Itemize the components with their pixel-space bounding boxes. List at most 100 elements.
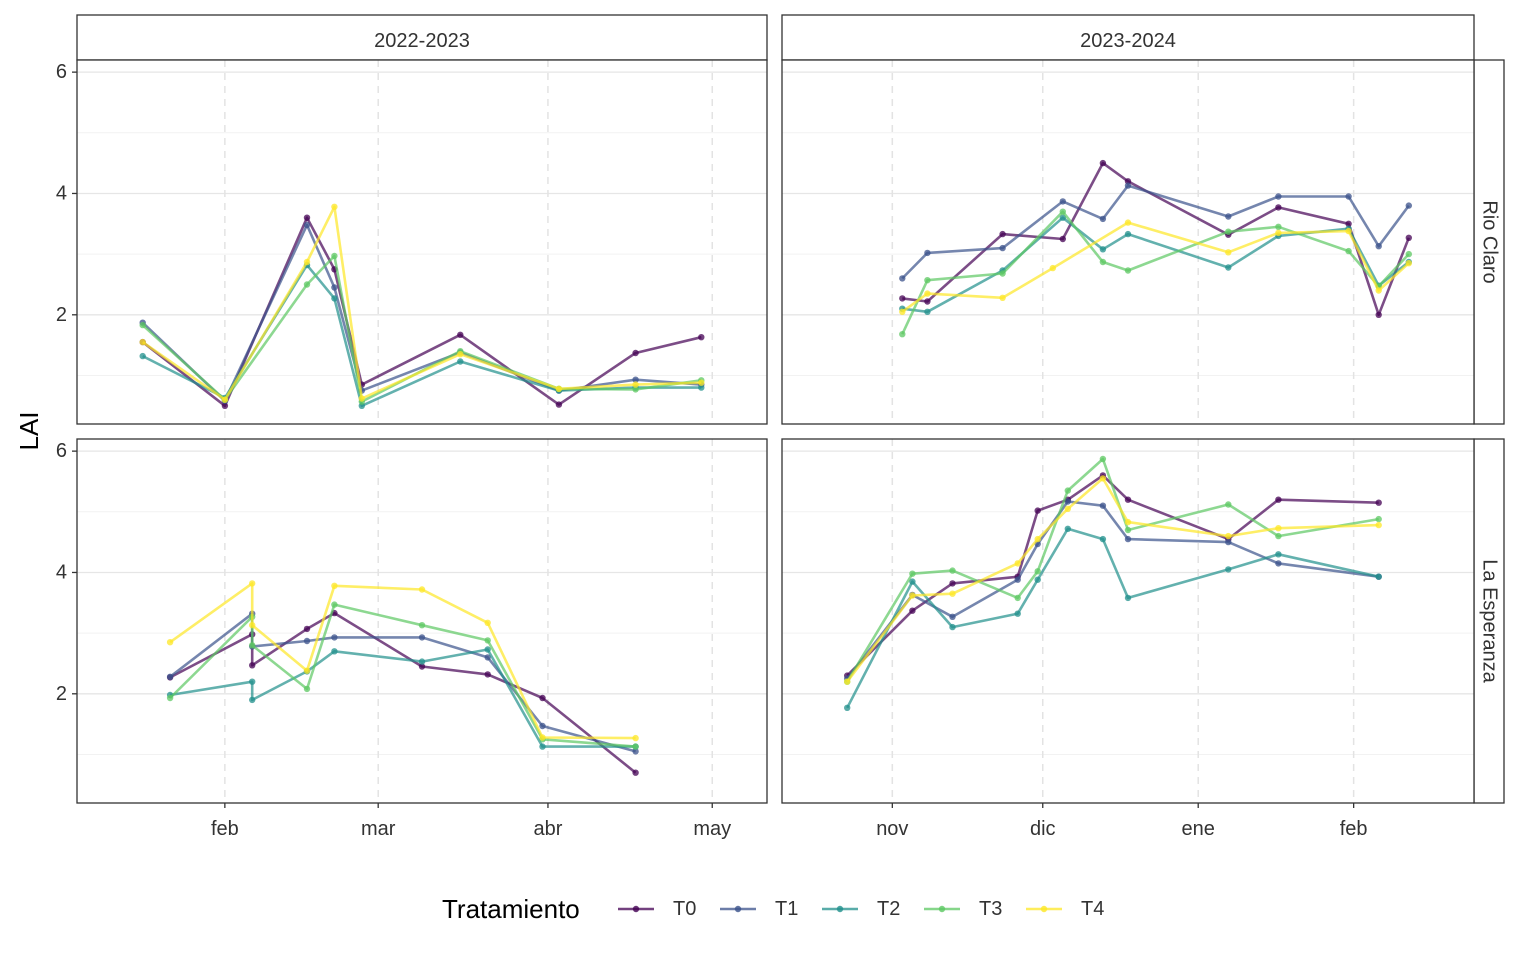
data-point-t1 — [1275, 193, 1282, 200]
data-point-t4 — [358, 395, 365, 402]
data-point-t4 — [1225, 249, 1232, 256]
data-point-t4 — [1064, 505, 1072, 512]
panel-border — [781, 438, 1475, 804]
data-point-t4 — [899, 308, 906, 315]
data-point-t3 — [1275, 532, 1282, 540]
legend-item-t0: T0 — [618, 898, 696, 920]
data-point-t0 — [1375, 499, 1382, 506]
data-point-t0 — [909, 607, 916, 614]
data-point-t3 — [899, 331, 906, 338]
data-point-t1 — [166, 673, 174, 680]
data-point-t3 — [1405, 250, 1413, 258]
data-point-t2 — [909, 578, 916, 585]
data-point-t0 — [1405, 234, 1413, 241]
data-point-t1 — [1124, 182, 1132, 189]
strip-label-la-esperanza: La Esperanza — [1479, 559, 1501, 683]
data-point-t0 — [1375, 311, 1382, 318]
data-point-t0 — [457, 331, 464, 338]
legend-key-point — [836, 905, 844, 913]
data-point-t4 — [484, 619, 491, 626]
legend-key-point — [632, 905, 640, 913]
data-point-t3 — [249, 642, 256, 649]
data-point-t2 — [1225, 566, 1232, 573]
data-point-t4 — [1049, 264, 1057, 272]
data-point-t4 — [1124, 518, 1132, 526]
x-tick-label-feb: feb — [1340, 818, 1368, 840]
data-point-t4 — [844, 678, 851, 685]
data-point-t1 — [999, 244, 1006, 252]
data-point-t3 — [949, 567, 956, 574]
data-point-t3 — [331, 601, 338, 608]
y-axis-bottom: 2 4 6 — [56, 440, 77, 705]
data-point-t0 — [303, 625, 311, 633]
data-point-t1 — [1275, 560, 1282, 567]
data-point-t4 — [632, 381, 639, 388]
data-point-t3 — [418, 622, 426, 629]
data-point-t2 — [1059, 214, 1067, 221]
data-point-t4 — [139, 338, 146, 346]
data-point-t0 — [539, 694, 546, 702]
data-point-t3 — [909, 570, 916, 577]
data-point-t2 — [949, 623, 956, 631]
data-point-t4 — [331, 203, 338, 210]
data-point-t2 — [1124, 230, 1132, 238]
data-point-t4 — [303, 258, 311, 266]
data-point-t3 — [331, 252, 338, 260]
data-point-t1 — [1345, 193, 1352, 200]
data-point-t4 — [1345, 227, 1352, 235]
x-tick-label-may: may — [693, 818, 731, 840]
data-point-t1 — [331, 634, 338, 641]
y-tick-label: 2 — [56, 683, 67, 705]
data-point-t2 — [1099, 246, 1107, 253]
data-point-t1 — [1225, 538, 1232, 546]
data-point-t1 — [303, 637, 311, 645]
legend-label-t1: T1 — [775, 898, 798, 920]
x-tick-label-abr: abr — [533, 818, 562, 840]
legend-item-t4: T4 — [1026, 898, 1104, 920]
data-point-t0 — [1034, 507, 1041, 514]
data-point-t3 — [1099, 258, 1107, 266]
legend-key-point — [734, 905, 742, 913]
legend-key-point — [938, 905, 946, 913]
data-point-t2 — [331, 295, 338, 302]
data-point-t3 — [1034, 568, 1041, 575]
panel-background — [782, 60, 1474, 424]
data-point-t4 — [539, 734, 546, 741]
data-point-t3 — [139, 321, 146, 329]
y-tick-label: 4 — [56, 182, 67, 204]
data-point-t4 — [924, 290, 931, 297]
data-point-t1 — [1064, 498, 1072, 505]
y-axis-title: LAI — [14, 411, 44, 450]
data-point-t2 — [139, 352, 146, 360]
data-point-t3 — [632, 386, 639, 393]
data-point-t1 — [632, 376, 639, 383]
data-point-t3 — [1099, 455, 1107, 463]
data-point-t4 — [1124, 219, 1132, 226]
data-point-t1 — [1099, 502, 1107, 509]
panel-2023-2024-rio-claro — [781, 59, 1475, 425]
x-axis-2023-2024: nov dic ene feb — [876, 803, 1368, 840]
data-point-t0 — [1099, 159, 1107, 167]
data-point-t3 — [1014, 594, 1021, 602]
data-point-t2 — [1064, 525, 1072, 532]
data-point-t3 — [924, 277, 931, 284]
data-point-t1 — [899, 275, 906, 282]
data-point-t1 — [632, 748, 639, 755]
legend-key-point — [1040, 905, 1048, 913]
data-point-t3 — [303, 281, 311, 288]
data-point-t1 — [924, 249, 931, 257]
data-point-t4 — [1375, 521, 1382, 529]
x-axis-2022-2023: feb mar abr may — [211, 803, 731, 840]
data-point-t1 — [1124, 535, 1132, 543]
x-tick-label-mar: mar — [361, 818, 396, 840]
data-point-t2 — [844, 704, 851, 711]
data-point-t4 — [1275, 525, 1282, 532]
data-point-t4 — [249, 580, 256, 587]
data-point-t2 — [698, 384, 705, 391]
y-tick-label: 6 — [56, 61, 67, 83]
legend-item-t3: T3 — [924, 898, 1002, 920]
data-point-t0 — [1275, 204, 1282, 211]
data-point-t1 — [1225, 213, 1232, 220]
legend-item-t1: T1 — [720, 898, 798, 920]
data-point-t2 — [418, 658, 426, 665]
